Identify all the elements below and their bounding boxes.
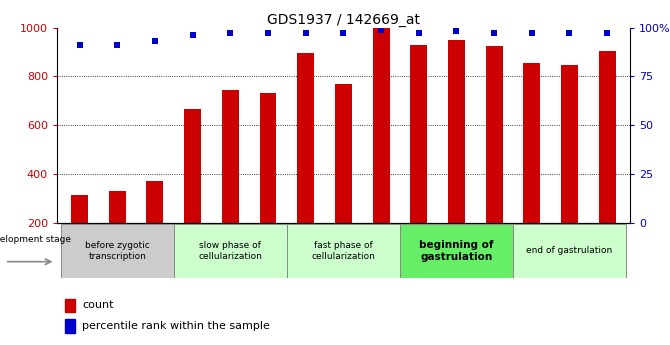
Point [527, 31, 537, 36]
Bar [184, 109, 201, 223]
Text: end of gastrulation: end of gastrulation [527, 246, 612, 256]
Point [263, 31, 273, 36]
Text: count: count [82, 300, 114, 310]
Bar [65, 299, 75, 312]
Bar [222, 90, 239, 223]
Text: fast phase of
cellularization: fast phase of cellularization [312, 241, 375, 261]
Point [602, 31, 612, 36]
Text: percentile rank within the sample: percentile rank within the sample [82, 321, 270, 331]
Bar [297, 53, 314, 223]
Bar [335, 83, 352, 223]
Point [338, 31, 348, 36]
Point [451, 29, 462, 34]
Point [300, 31, 311, 36]
Text: slow phase of
cellularization: slow phase of cellularization [198, 241, 262, 261]
Bar [561, 65, 578, 223]
Point [225, 31, 236, 36]
Bar [259, 93, 277, 223]
Bar [287, 224, 400, 278]
Bar [400, 224, 513, 278]
Point [376, 27, 387, 32]
Bar [373, 28, 389, 223]
Bar [109, 191, 126, 223]
Bar [513, 224, 626, 278]
Bar [448, 40, 465, 223]
Point [112, 42, 123, 48]
Point [187, 33, 198, 38]
Bar [410, 45, 427, 223]
Bar [174, 224, 287, 278]
Bar [599, 51, 616, 223]
Point [74, 42, 85, 48]
Text: beginning of
gastrulation: beginning of gastrulation [419, 240, 494, 262]
Bar [523, 63, 540, 223]
Title: GDS1937 / 142669_at: GDS1937 / 142669_at [267, 12, 420, 27]
Text: development stage: development stage [0, 235, 71, 244]
Bar [65, 319, 75, 333]
Bar [147, 181, 163, 223]
Point [413, 31, 424, 36]
Point [488, 31, 499, 36]
Text: before zygotic
transcription: before zygotic transcription [85, 241, 149, 261]
Bar [61, 224, 174, 278]
Bar [486, 46, 502, 223]
Bar [71, 195, 88, 223]
Point [149, 39, 160, 44]
Point [564, 31, 575, 36]
